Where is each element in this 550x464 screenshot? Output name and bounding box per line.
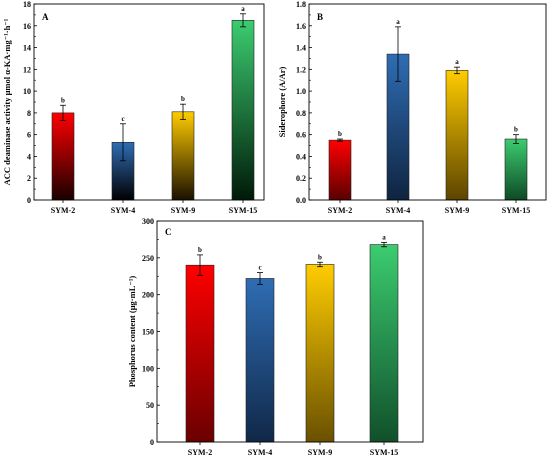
error-bar	[120, 123, 126, 162]
significance-letter: b	[181, 95, 185, 103]
significance-letter: a	[382, 233, 386, 241]
category-label: SYM-15	[502, 206, 530, 215]
category-label: SYM-15	[229, 206, 257, 215]
bar-sym-2	[328, 139, 352, 201]
y-tick-label: 0.0	[296, 196, 306, 205]
bar-sym-9	[305, 264, 335, 443]
significance-letter: c	[258, 264, 261, 272]
y-tick-label: 0.2	[296, 174, 306, 183]
panel-label: A	[42, 12, 49, 22]
y-tick-label: 50	[146, 401, 154, 410]
y-tick-label: 1.4	[296, 44, 306, 53]
bar-sym-9	[445, 70, 469, 201]
y-tick-label: 10	[23, 87, 31, 96]
bar-sym-15	[369, 244, 399, 443]
y-tick-label: 1.2	[296, 65, 306, 74]
y-tick-label: 250	[142, 254, 154, 263]
significance-letter: b	[338, 130, 342, 138]
error-bar	[381, 241, 387, 248]
category-label: SYM-2	[188, 448, 212, 457]
panel-c: b SYM-2 c SYM-4 b SYM-9 a SYM-15 0 50 100 150 200 250…	[127, 217, 424, 457]
error-bar	[240, 13, 246, 28]
significance-letter: c	[121, 115, 124, 123]
y-tick-label: 300	[142, 217, 154, 226]
error-bar	[180, 103, 186, 120]
category-label: SYM-9	[308, 448, 332, 457]
panel-label: C	[165, 227, 172, 237]
y-tick-label: 1.6	[296, 22, 306, 31]
y-tick-label: 6	[27, 131, 31, 140]
y-tick-label: 100	[142, 364, 154, 373]
category-label: SYM-4	[386, 206, 410, 215]
category-label: SYM-9	[445, 206, 469, 215]
y-tick-label: 150	[142, 328, 154, 337]
bar-sym-2	[185, 264, 215, 443]
y-tick-label: 14	[23, 44, 31, 53]
y-tick-label: 0.6	[296, 131, 306, 140]
significance-letter: b	[514, 126, 518, 134]
error-bar	[317, 261, 323, 268]
error-bar	[337, 138, 343, 142]
error-bar	[60, 104, 66, 121]
error-bar	[454, 66, 460, 75]
panel-b: b SYM-2 a SYM-4 a SYM-9 b SYM-15 0.0 0.2 0.4 0.6 0.8…	[277, 0, 547, 215]
y-tick-label: 200	[142, 291, 154, 300]
error-bar	[513, 134, 519, 144]
category-label: SYM-4	[111, 206, 135, 215]
bar-sym-9	[171, 111, 195, 201]
y-tick-label: 0	[150, 438, 154, 447]
significance-letter: a	[241, 5, 245, 13]
panel-a: b SYM-2 c SYM-4 b SYM-9 a SYM-15 0 2 4 6 8 10 12 14 16 18…	[2, 0, 265, 215]
error-bar	[257, 272, 263, 285]
y-tick-label: 8	[27, 109, 31, 118]
y-axis-title: ACC deaminase activity μmol α-KA·mg⁻¹·h⁻…	[2, 18, 12, 185]
category-label: SYM-2	[51, 206, 75, 215]
significance-letter: b	[61, 96, 65, 104]
significance-letter: a	[455, 58, 459, 66]
panel-label: B	[317, 12, 323, 22]
bar-sym-15	[504, 138, 528, 201]
y-tick-label: 1.8	[296, 0, 306, 9]
bar-sym-2	[51, 112, 75, 201]
y-axis-title: Phosphorus content (μg·mL⁻¹)	[127, 276, 137, 388]
y-tick-label: 2	[27, 174, 31, 183]
category-label: SYM-9	[171, 206, 195, 215]
significance-letter: b	[198, 246, 202, 254]
significance-letter: b	[318, 253, 322, 261]
category-label: SYM-2	[328, 206, 352, 215]
y-tick-label: 0.8	[296, 109, 306, 118]
significance-letter: a	[396, 18, 400, 26]
error-bar	[197, 254, 203, 276]
category-label: SYM-15	[370, 448, 398, 457]
y-tick-label: 18	[23, 0, 31, 9]
y-tick-label: 4	[27, 152, 31, 161]
y-tick-label: 0	[27, 196, 31, 205]
category-label: SYM-4	[248, 448, 272, 457]
error-bar	[395, 26, 401, 82]
y-tick-label: 12	[23, 65, 31, 74]
y-tick-label: 0.4	[296, 152, 306, 161]
y-tick-label: 1.0	[296, 87, 306, 96]
bar-sym-4	[245, 278, 275, 443]
y-axis-title: Siderophore (A/Ar)	[277, 66, 287, 137]
y-tick-label: 16	[23, 22, 31, 31]
bar-sym-15	[231, 20, 255, 201]
